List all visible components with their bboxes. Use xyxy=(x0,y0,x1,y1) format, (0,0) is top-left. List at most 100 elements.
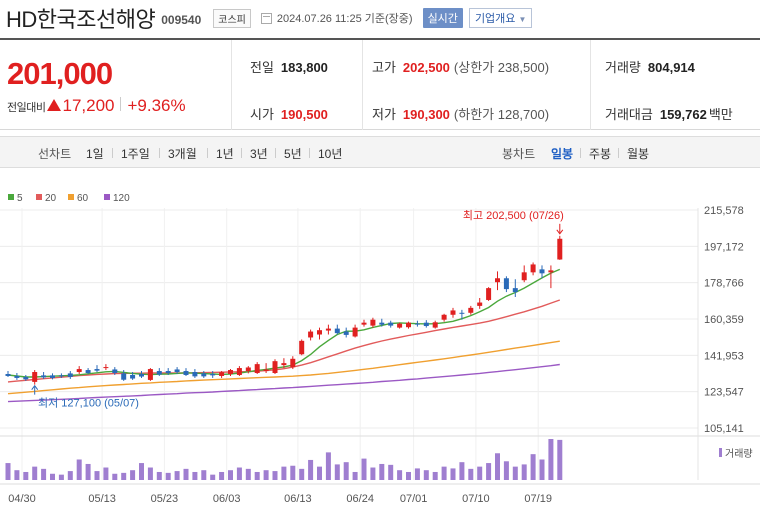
volume-bar xyxy=(201,470,207,480)
legend-label: 120 xyxy=(113,193,130,204)
volume-bar xyxy=(290,465,296,480)
candle-monthly[interactable]: 월봉 xyxy=(627,147,650,161)
volume-bar xyxy=(379,463,385,480)
candle-body xyxy=(406,322,411,328)
period-3m[interactable]: 3개월 xyxy=(168,147,197,161)
volume-bar xyxy=(41,468,47,480)
volume-bar xyxy=(343,462,349,480)
period-3y[interactable]: 3년 xyxy=(250,147,268,161)
legend-label: 5 xyxy=(17,193,23,204)
divider xyxy=(241,148,242,158)
volume-bar xyxy=(281,466,287,480)
period-1w[interactable]: 1주일 xyxy=(121,147,150,161)
candle-body xyxy=(539,269,545,274)
candle-body xyxy=(281,363,287,366)
stat-limit: (하한가 128,700) xyxy=(453,107,550,122)
volume-bar xyxy=(112,473,118,480)
stat-value: 159,762 xyxy=(659,107,707,122)
volume-bar xyxy=(210,474,216,480)
volume-bar xyxy=(539,459,545,480)
quote-datetime: 2024.07.26 11:25 기준(장중) xyxy=(276,13,413,25)
candle-weekly[interactable]: 주봉 xyxy=(589,147,612,161)
volume-bar xyxy=(512,466,518,480)
stat-label: 고가 xyxy=(372,60,396,75)
divider xyxy=(275,148,276,158)
candle-body xyxy=(94,369,100,371)
candle-body xyxy=(228,370,233,374)
period-1d[interactable]: 1일 xyxy=(86,147,104,161)
stat-value: 804,914 xyxy=(647,60,695,75)
company-info-button[interactable]: 기업개요 ▼ xyxy=(468,8,533,28)
stat-value: 183,800 xyxy=(280,60,328,75)
volume-bar xyxy=(139,463,144,480)
volume-bar xyxy=(325,452,331,480)
candle-body xyxy=(183,371,189,375)
candle-body xyxy=(450,310,456,315)
volume-bar xyxy=(361,458,367,480)
volume-bar xyxy=(414,468,420,480)
candle-body xyxy=(58,375,64,377)
volume-bar xyxy=(272,471,278,480)
volume-bar xyxy=(308,459,314,480)
candle-body xyxy=(32,372,38,382)
y-tick-label: 160,359 xyxy=(704,314,744,326)
volume-bar xyxy=(530,454,536,480)
y-tick-label: 105,141 xyxy=(704,423,744,435)
volume-bar xyxy=(477,466,483,480)
x-tick-label: 06/13 xyxy=(284,493,312,505)
candle-body xyxy=(361,322,367,325)
candle-body xyxy=(557,238,563,260)
candle-body xyxy=(379,322,385,325)
candle-body xyxy=(76,369,82,373)
volume-bar xyxy=(495,453,500,480)
volume-bar xyxy=(245,468,251,480)
volume-bar xyxy=(557,439,563,480)
volume-bar xyxy=(388,464,394,480)
candle-body xyxy=(67,373,73,377)
candle-chart-label: 봉차트 xyxy=(502,147,536,161)
volume-bar xyxy=(352,471,358,480)
divider xyxy=(618,148,619,158)
legend-swatch xyxy=(104,194,110,200)
legend-swatch xyxy=(8,194,14,200)
volume-legend-swatch xyxy=(719,448,722,457)
volume-bar xyxy=(174,471,180,480)
volume-bar xyxy=(459,462,465,480)
period-5y[interactable]: 5년 xyxy=(284,147,302,161)
candle-body xyxy=(503,278,509,290)
divider xyxy=(590,40,591,130)
x-tick-label: 07/19 xyxy=(524,493,552,505)
volume-legend-label: 거래량 xyxy=(725,448,753,460)
candle-daily[interactable]: 일봉 xyxy=(551,147,574,161)
y-tick-label: 123,547 xyxy=(704,387,744,399)
candle-body xyxy=(548,270,554,273)
stat-prev-close: 전일 183,800 xyxy=(250,57,328,76)
x-tick-label: 04/30 xyxy=(8,493,36,505)
price-current-panel: 201,000 전일대비 17,200 +9.36% xyxy=(0,40,232,130)
x-tick-label: 05/23 xyxy=(151,493,179,505)
legend-label: 60 xyxy=(77,193,89,204)
candle-body xyxy=(254,364,260,374)
stock-name: HD한국조선해양 xyxy=(6,7,156,32)
ma-line-ma60 xyxy=(7,340,560,395)
price-change: 17,200 xyxy=(62,96,115,115)
candle-body xyxy=(370,319,376,326)
period-10y[interactable]: 10년 xyxy=(318,147,343,161)
candle-body xyxy=(50,375,55,378)
period-1y[interactable]: 1년 xyxy=(216,147,234,161)
volume-bar xyxy=(165,472,171,480)
stat-label: 거래대금 xyxy=(605,107,653,122)
candle-body xyxy=(432,322,438,328)
realtime-button[interactable]: 실시간 xyxy=(422,8,463,28)
low-arrowhead-icon xyxy=(31,384,39,390)
candle-body xyxy=(210,373,216,376)
volume-bar xyxy=(228,470,233,480)
x-tick-label: 07/01 xyxy=(400,493,428,505)
stock-header: HD한국조선해양 009540 코스피 2024.07.26 11:25 기준(… xyxy=(0,0,760,36)
market-badge: 코스피 xyxy=(213,8,251,28)
volume-bar xyxy=(85,463,91,480)
volume-bar xyxy=(156,471,162,480)
x-tick-label: 05/13 xyxy=(88,493,116,505)
volume-bar xyxy=(76,459,82,480)
candle-body xyxy=(147,369,153,380)
